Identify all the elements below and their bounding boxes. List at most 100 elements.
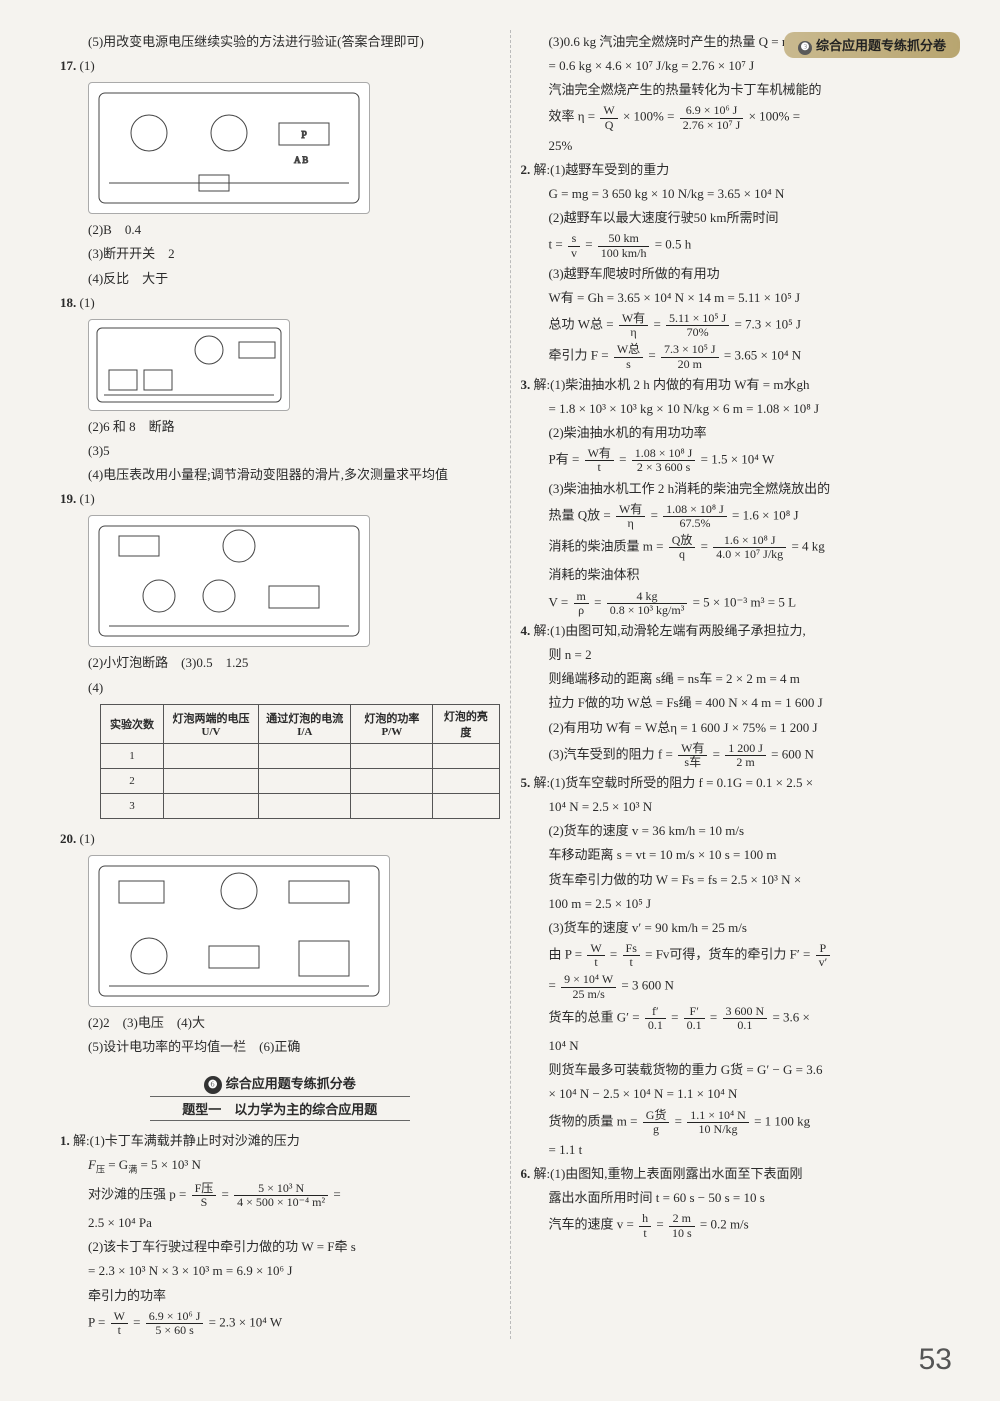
section-subtitle: 题型一 以力学为主的综合应用题 bbox=[150, 1096, 410, 1121]
q2-l1: G = mg = 3 650 kg × 10 N/kg = 3.65 × 10⁴… bbox=[521, 184, 961, 204]
q5-l13: 货物的质量 m = G货g = 1.1 × 10⁴ N10 N/kg = 1 1… bbox=[521, 1109, 961, 1136]
q1-l6: 牵引力的功率 bbox=[60, 1286, 500, 1306]
th-2: 通过灯泡的电流 I/A bbox=[258, 704, 351, 743]
q5-intro: 5. 解:(1)货车空载时所受的阻力 f = 0.1G = 0.1 × 2.5 … bbox=[521, 773, 961, 793]
q17-p2: (2)B 0.4 bbox=[60, 220, 500, 240]
q1c-l5: 25% bbox=[521, 136, 961, 156]
circuit-diagram-19 bbox=[88, 515, 370, 647]
q3-l5: 热量 Q放 = W有η = 1.08 × 10⁸ J67.5% = 1.6 × … bbox=[521, 503, 961, 530]
q19-p4: (4) bbox=[60, 678, 500, 698]
cell: 3 bbox=[101, 793, 164, 818]
cell: 1 bbox=[101, 743, 164, 768]
cell: 2 bbox=[101, 768, 164, 793]
q3-l8: V = mρ = 4 kg0.8 × 10³ kg/m³ = 5 × 10⁻³ … bbox=[521, 590, 961, 617]
q5-l6: (3)货车的速度 v′ = 90 km/h = 25 m/s bbox=[521, 918, 961, 938]
q1-l3: 2.5 × 10⁴ Pa bbox=[60, 1213, 500, 1233]
right-column: (3)0.6 kg 汽油完全燃烧时产生的热量 Q = mq汽油 = 0.6 kg… bbox=[510, 30, 961, 1339]
q19-table: 实验次数 灯泡两端的电压 U/V 通过灯泡的电流 I/A 灯泡的功率 P/W 灯… bbox=[100, 704, 500, 819]
q4-l3: 拉力 F做的功 W总 = Fs绳 = 400 N × 4 m = 1 600 J bbox=[521, 693, 961, 713]
q18-p1: (1) bbox=[80, 295, 95, 310]
q3-l7: 消耗的柴油体积 bbox=[521, 565, 961, 585]
q5-l9: 货车的总重 G′ = f′0.1 = F′0.1 = 3 600 N0.1 = … bbox=[521, 1005, 961, 1032]
q5-l11: 则货车最多可装载货物的重力 G货 = G′ − G = 3.6 bbox=[521, 1060, 961, 1080]
q6-l2: 汽车的速度 v = ht = 2 m10 s = 0.2 m/s bbox=[521, 1212, 961, 1239]
q6-l1: 露出水面所用时间 t = 60 s − 50 s = 10 s bbox=[521, 1188, 961, 1208]
q18-row: 18. (1) bbox=[60, 293, 500, 313]
q3-l3: P有 = W有t = 1.08 × 10⁸ J2 × 3 600 s = 1.5… bbox=[521, 447, 961, 474]
th-1: 灯泡两端的电压 U/V bbox=[164, 704, 259, 743]
th-4: 灯泡的亮度 bbox=[433, 704, 499, 743]
q5-l5: 100 m = 2.5 × 10⁵ J bbox=[521, 894, 961, 914]
q18-p3: (3)5 bbox=[60, 441, 500, 461]
q2-l2: (2)越野车以最大速度行驶50 km所需时间 bbox=[521, 208, 961, 228]
q17-p3: (3)断开开关 2 bbox=[60, 244, 500, 264]
q5-l1: 10⁴ N = 2.5 × 10³ N bbox=[521, 797, 961, 817]
q19-row: 19. (1) bbox=[60, 489, 500, 509]
q5-l12: × 10⁴ N − 2.5 × 10⁴ N = 1.1 × 10⁴ N bbox=[521, 1084, 961, 1104]
th-3: 灯泡的功率 P/W bbox=[351, 704, 433, 743]
q19-p2: (2)小灯泡断路 (3)0.5 1.25 bbox=[60, 653, 500, 673]
q2-intro: 2. 解:(1)越野车受到的重力 bbox=[521, 160, 961, 180]
q17-row: 17. (1) bbox=[60, 56, 500, 76]
badge-number-icon: ❸ bbox=[798, 41, 812, 55]
badge-text: 综合应用题专练抓分卷 bbox=[816, 38, 946, 53]
section-circle-icon: ❻ bbox=[204, 1076, 222, 1094]
q4-l2: 则绳端移动的距离 s绳 = ns车 = 2 × 2 m = 4 m bbox=[521, 669, 961, 689]
svg-text:A B: A B bbox=[294, 155, 308, 165]
q1-l1: F压 = G满 = 5 × 10³ N bbox=[60, 1155, 500, 1178]
q4-l5: (3)汽车受到的阻力 f = W有s车 = 1 200 J2 m = 600 N bbox=[521, 742, 961, 769]
section-title: ❻ 综合应用题专练抓分卷 bbox=[60, 1073, 500, 1094]
q17-num: 17. bbox=[60, 58, 76, 73]
q1c-l2: = 0.6 kg × 4.6 × 10⁷ J/kg = 2.76 × 10⁷ J bbox=[521, 56, 961, 76]
header-badge: ❸ 综合应用题专练抓分卷 bbox=[784, 32, 960, 58]
q18-num: 18. bbox=[60, 295, 76, 310]
circuit-diagram-17: P A B bbox=[88, 82, 370, 214]
q5-l10: 10⁴ N bbox=[521, 1036, 961, 1056]
q5-l2: (2)货车的速度 v = 36 km/h = 10 m/s bbox=[521, 821, 961, 841]
q1-l4: (2)该卡丁车行驶过程中牵引力做的功 W = F牵 s bbox=[60, 1237, 500, 1257]
q1-intro: 1. 解:(1)卡丁车满载并静止时对沙滩的压力 bbox=[60, 1131, 500, 1151]
q3-l6: 消耗的柴油质量 m = Q放q = 1.6 × 10⁸ J4.0 × 10⁷ J… bbox=[521, 534, 961, 561]
circuit-diagram-18 bbox=[88, 319, 290, 411]
q6-intro: 6. 解:(1)由图知,重物上表面刚露出水面至下表面刚 bbox=[521, 1164, 961, 1184]
q2-l7: 牵引力 F = W总s = 7.3 × 10⁵ J20 m = 3.65 × 1… bbox=[521, 343, 961, 370]
q4-l4: (2)有用功 W有 = W总η = 1 600 J × 75% = 1 200 … bbox=[521, 718, 961, 738]
page-number: 53 bbox=[919, 1343, 952, 1377]
q5-l3: 车移动距离 s = vt = 10 m/s × 10 s = 100 m bbox=[521, 845, 961, 865]
q2-l6: 总功 W总 = W有η = 5.11 × 10⁵ J70% = 7.3 × 10… bbox=[521, 312, 961, 339]
q5-l14: = 1.1 t bbox=[521, 1140, 961, 1160]
q1-l5: = 2.3 × 10³ N × 3 × 10³ m = 6.9 × 10⁶ J bbox=[60, 1261, 500, 1281]
q3-intro: 3. 解:(1)柴油抽水机 2 h 内做的有用功 W有 = m水gh bbox=[521, 375, 961, 395]
q20-p1: (1) bbox=[80, 831, 95, 846]
q18-p2: (2)6 和 8 断路 bbox=[60, 417, 500, 437]
q18-p4: (4)电压表改用小量程;调节滑动变阻器的滑片,多次测量求平均值 bbox=[60, 465, 500, 485]
svg-text:P: P bbox=[301, 130, 307, 141]
q4-intro: 4. 解:(1)由图可知,动滑轮左端有两股绳子承担拉力, bbox=[521, 621, 961, 641]
q1-num: 1. bbox=[60, 1133, 70, 1148]
q5-l7: 由 P = Wt = Fst = Fv可得，货车的牵引力 F′ = Pv′ bbox=[521, 942, 961, 969]
q16-5: (5)用改变电源电压继续实验的方法进行验证(答案合理即可) bbox=[60, 32, 500, 52]
th-0: 实验次数 bbox=[101, 704, 164, 743]
q3-l4: (3)柴油抽水机工作 2 h消耗的柴油完全燃烧放出的 bbox=[521, 479, 961, 499]
q19-num: 19. bbox=[60, 491, 76, 506]
q20-p2: (2)2 (3)电压 (4)大 bbox=[60, 1013, 500, 1033]
q5-l4: 货车牵引力做的功 W = Fs = fs = 2.5 × 10³ N × bbox=[521, 870, 961, 890]
section-title-text: 综合应用题专练抓分卷 bbox=[226, 1076, 356, 1091]
q3-l2: (2)柴油抽水机的有用功功率 bbox=[521, 423, 961, 443]
q5-l8: = 9 × 10⁴ W25 m/s = 3 600 N bbox=[521, 973, 961, 1000]
q2-l4: (3)越野车爬坡时所做的有用功 bbox=[521, 264, 961, 284]
q3-l1: = 1.8 × 10³ × 10³ kg × 10 N/kg × 6 m = 1… bbox=[521, 399, 961, 419]
q2-l5: W有 = Gh = 3.65 × 10⁴ N × 14 m = 5.11 × 1… bbox=[521, 288, 961, 308]
q1c-l3: 汽油完全燃烧产生的热量转化为卡丁车机械能的 bbox=[521, 80, 961, 100]
q4-l1: 则 n = 2 bbox=[521, 645, 961, 665]
q20-p5: (5)设计电功率的平均值一栏 (6)正确 bbox=[60, 1037, 500, 1057]
q20-row: 20. (1) bbox=[60, 829, 500, 849]
q1-l7: P = Wt = 6.9 × 10⁶ J5 × 60 s = 2.3 × 10⁴… bbox=[60, 1310, 500, 1337]
left-column: (5)用改变电源电压继续实验的方法进行验证(答案合理即可) 17. (1) P … bbox=[60, 30, 500, 1339]
q20-num: 20. bbox=[60, 831, 76, 846]
q2-l3: t = sv = 50 km100 km/h = 0.5 h bbox=[521, 232, 961, 259]
q17-p4: (4)反比 大于 bbox=[60, 269, 500, 289]
q17-p1: (1) bbox=[80, 58, 95, 73]
q1-l2: 对沙滩的压强 p = F压S = 5 × 10³ N4 × 500 × 10⁻⁴… bbox=[60, 1182, 500, 1209]
circuit-diagram-20 bbox=[88, 855, 390, 1007]
